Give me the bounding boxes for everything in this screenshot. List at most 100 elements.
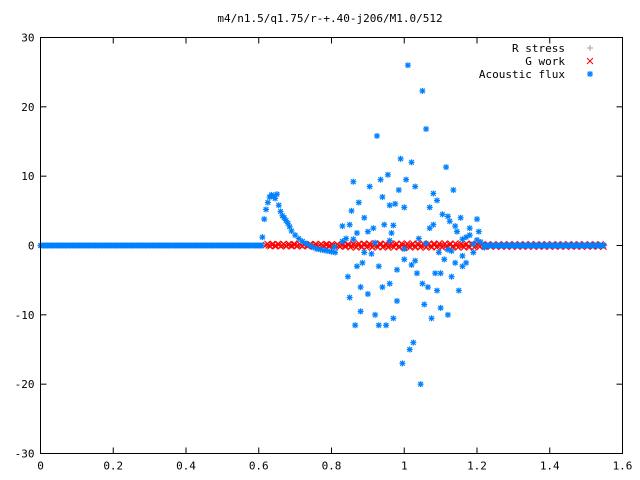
- acoustic-flux-point: [409, 338, 417, 347]
- acoustic-flux-point: [417, 380, 425, 388]
- acoustic-flux-point: [411, 182, 419, 191]
- acoustic-flux-point: [599, 241, 608, 250]
- acoustic-flux-point: [462, 233, 470, 241]
- acoustic-flux-point: [440, 255, 448, 263]
- acoustic-flux-point: [435, 248, 443, 257]
- x-tick-label: 0.6: [249, 460, 269, 473]
- acoustic-flux-point: [404, 61, 412, 69]
- acoustic-flux-point: [457, 214, 465, 222]
- acoustic-flux-point: [351, 321, 359, 329]
- acoustic-flux-point: [458, 252, 467, 260]
- acoustic-flux-point: [429, 189, 437, 198]
- acoustic-flux-point: [384, 171, 392, 179]
- acoustic-flux-point: [353, 229, 361, 237]
- acoustic-flux-point: [330, 243, 339, 251]
- x-tick-label: 0.2: [103, 460, 123, 473]
- acoustic-flux-point: [400, 203, 408, 211]
- acoustic-flux-point: [371, 311, 379, 319]
- acoustic-flux-point: [418, 280, 427, 288]
- acoustic-flux-point: [451, 222, 459, 230]
- acoustic-flux-point: [391, 200, 399, 208]
- acoustic-flux-point: [347, 207, 356, 215]
- acoustic-flux-point: [373, 132, 381, 140]
- acoustic-flux-point: [433, 196, 441, 205]
- acoustic-flux-point: [349, 235, 357, 243]
- acoustic-flux-point: [458, 262, 467, 270]
- acoustic-flux-point: [407, 261, 416, 269]
- acoustic-flux-point: [360, 214, 368, 222]
- acoustic-flux-point: [466, 224, 474, 232]
- acoustic-flux-point: [447, 273, 456, 281]
- x-tick-label: 1.4: [540, 460, 560, 473]
- legend-label-r-stress: R stress: [512, 42, 565, 55]
- acoustic-flux-point: [378, 193, 387, 201]
- acoustic-flux-point: [380, 221, 388, 229]
- acoustic-flux-point: [360, 248, 368, 257]
- acoustic-flux-point: [438, 210, 447, 218]
- acoustic-flux-point: [258, 233, 266, 241]
- legend: R stress G work Acoustic flux: [479, 42, 594, 81]
- acoustic-flux-point: [437, 269, 445, 277]
- legend-marker-r-stress: [586, 44, 594, 52]
- acoustic-flux-point: [393, 266, 401, 274]
- acoustic-flux-point: [382, 321, 390, 329]
- acoustic-flux-point: [453, 228, 461, 236]
- y-tick-label: -10: [15, 309, 35, 322]
- acoustic-flux-point: [389, 314, 397, 322]
- acoustic-flux-point: [469, 248, 477, 257]
- acoustic-flux-point: [364, 228, 372, 236]
- acoustic-flux-point: [449, 186, 457, 194]
- acoustic-flux-point: [264, 198, 272, 207]
- acoustic-flux-point: [369, 224, 377, 232]
- acoustic-flux-point: [353, 262, 361, 270]
- x-tick-label: 1.6: [613, 460, 633, 473]
- x-tick-label: 0.4: [176, 460, 196, 473]
- acoustic-flux-point: [447, 247, 456, 255]
- y-tick-label: 30: [21, 32, 34, 45]
- acoustic-flux-point: [346, 221, 354, 229]
- acoustic-flux-point: [437, 304, 445, 312]
- acoustic-flux-point: [357, 307, 365, 315]
- acoustic-flux-point: [393, 297, 401, 305]
- acoustic-flux-point: [418, 87, 427, 95]
- acoustic-flux-point: [377, 176, 385, 184]
- acoustic-flux-point: [387, 229, 396, 237]
- acoustic-flux-point: [400, 255, 408, 263]
- acoustic-flux-point: [386, 237, 394, 245]
- acoustic-flux-point: [338, 222, 347, 230]
- plot-marks: [36, 61, 608, 388]
- acoustic-flux-point: [422, 125, 430, 133]
- acoustic-flux-point: [258, 241, 266, 250]
- acoustic-flux-point: [444, 311, 452, 319]
- acoustic-flux-point: [389, 221, 397, 229]
- y-tick-label: -20: [15, 378, 35, 391]
- acoustic-flux-point: [378, 283, 387, 291]
- acoustic-flux-point: [431, 269, 439, 277]
- acoustic-flux-point: [295, 234, 303, 243]
- acoustic-flux-point: [262, 205, 270, 214]
- acoustic-flux-point: [424, 283, 432, 291]
- acoustic-flux-point: [331, 248, 339, 257]
- y-tick-label: -30: [15, 448, 35, 461]
- acoustic-flux-point: [366, 182, 374, 191]
- acoustic-flux-point: [355, 198, 363, 207]
- y-tick-label: 0: [28, 240, 35, 253]
- acoustic-flux-point: [426, 203, 434, 211]
- acoustic-flux-point: [451, 259, 459, 267]
- acoustic-flux-point: [338, 237, 347, 245]
- y-tick-label: 20: [21, 101, 34, 114]
- acoustic-flux-point: [358, 259, 367, 267]
- acoustic-flux-point: [422, 239, 430, 248]
- x-tick-label: 1.2: [467, 460, 487, 473]
- acoustic-flux-point: [420, 300, 428, 309]
- y-tick-label: 10: [21, 170, 34, 183]
- acoustic-flux-point: [473, 236, 481, 244]
- acoustic-flux-point: [415, 234, 423, 243]
- legend-marker-acoustic-flux: [586, 70, 594, 78]
- chart-title: m4/n1.5/q1.75/r-+.40-j206/M1.0/512: [217, 12, 442, 25]
- acoustic-flux-point: [444, 212, 452, 220]
- acoustic-flux-point: [397, 155, 405, 163]
- x-tick-label: 1: [401, 460, 408, 473]
- acoustic-flux-point: [386, 280, 394, 288]
